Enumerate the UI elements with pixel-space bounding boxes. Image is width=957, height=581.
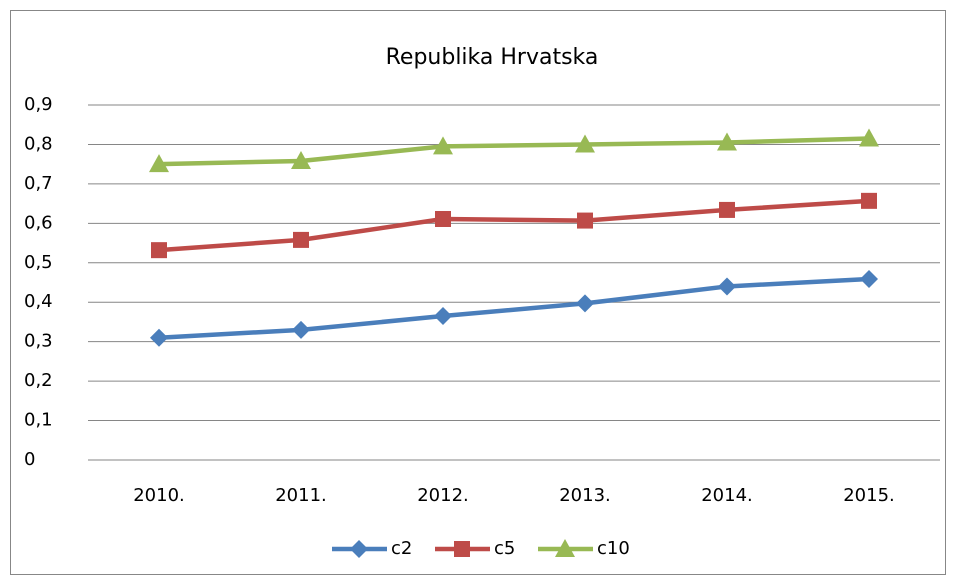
y-tick-label: 0,1 [24, 410, 53, 431]
y-tick-label: 0 [24, 449, 35, 470]
data-point [291, 151, 311, 170]
y-tick-label: 0,6 [24, 212, 53, 233]
data-point [860, 269, 878, 288]
x-tick-label: 2013. [559, 485, 611, 506]
data-point [149, 154, 169, 173]
chart-title: Republika Hrvatska [386, 45, 599, 70]
y-tick-label: 0,3 [24, 331, 53, 352]
legend-marker [454, 541, 470, 557]
data-point [433, 136, 453, 155]
data-point [292, 320, 310, 339]
data-point [717, 132, 737, 151]
x-tick-label: 2015. [843, 485, 895, 506]
data-point [150, 328, 168, 347]
data-point [293, 231, 309, 248]
legend-label: c2 [391, 538, 412, 559]
y-tick-label: 0,4 [24, 291, 53, 312]
data-point [434, 307, 452, 326]
legend-label: c10 [597, 538, 630, 559]
data-point [859, 128, 879, 147]
data-point [861, 192, 877, 209]
data-point [719, 201, 735, 218]
legend-label: c5 [494, 538, 515, 559]
data-point [577, 212, 593, 229]
series-line [158, 198, 870, 253]
y-tick-label: 0,7 [24, 173, 53, 194]
x-tick-label: 2010. [133, 485, 185, 506]
series-line [158, 276, 870, 340]
x-tick-label: 2011. [275, 485, 327, 506]
legend-marker [555, 539, 575, 557]
y-tick-label: 0,8 [24, 133, 53, 154]
data-point [151, 242, 167, 259]
y-tick-label: 0,2 [24, 370, 53, 391]
legend-marker [350, 540, 368, 558]
y-tick-label: 0,5 [24, 252, 53, 273]
series-line [158, 136, 870, 167]
data-point [576, 294, 594, 313]
data-point [435, 210, 451, 227]
x-tick-label: 2014. [701, 485, 753, 506]
y-tick-label: 0,9 [24, 94, 53, 115]
x-tick-label: 2012. [417, 485, 469, 506]
data-point [575, 134, 595, 153]
data-point [718, 277, 736, 296]
